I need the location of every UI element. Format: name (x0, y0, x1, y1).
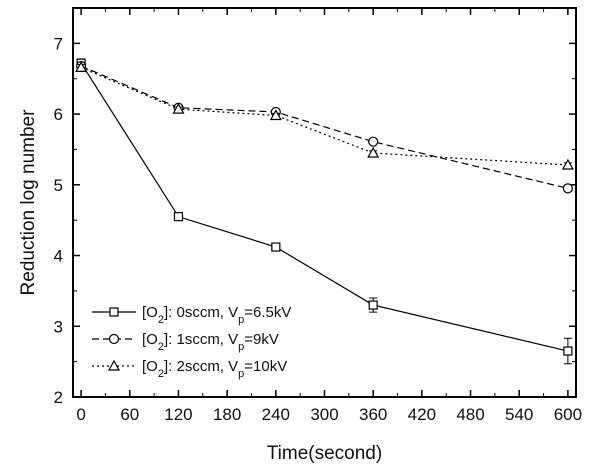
plot-area: 0 60 120 180 240 300 360 420 480 540 600 2 3 4 5 6 7 Time… (18, 7, 582, 464)
x-tick-label: 60 (120, 405, 139, 424)
series-2-line (80, 66, 568, 166)
series-1-point (562, 183, 573, 194)
x-tick-label: 180 (213, 405, 241, 424)
series-2-point (75, 61, 88, 73)
x-tick-label: 240 (262, 405, 290, 424)
legend-subscript: p (238, 341, 244, 353)
y-tick-label: 4 (54, 247, 63, 266)
legend-marker-0 (109, 307, 119, 317)
legend-subscript: 2 (158, 314, 164, 326)
x-tick-label: 360 (359, 405, 387, 424)
x-tick-label: 600 (554, 405, 582, 424)
y-tick-label: 7 (54, 34, 63, 53)
x-axis-title: Time(second) (267, 443, 382, 464)
legend-label-1: [O2]: 1sccm, Vp=9kV (142, 331, 279, 353)
y-tick-label: 5 (54, 176, 63, 195)
legend-subscript: p (238, 314, 244, 326)
series-0-point (368, 300, 378, 310)
legend-subscript: 2 (158, 368, 164, 380)
legend-text-part: ]: 1sccm, V (164, 331, 238, 348)
legend-text-part: =10kV (244, 358, 287, 375)
x-tick-label: 0 (76, 405, 85, 424)
legend-text-part: =6.5kV (244, 304, 291, 321)
y-tick-label: 2 (54, 388, 63, 407)
series-1-point (368, 136, 379, 147)
legend: [O2]: 0sccm, Vp=6.5kV[O2]: 1sccm, Vp=9kV… (92, 304, 291, 380)
series-2-point (172, 102, 185, 114)
series-2-point (269, 109, 282, 121)
series-2-point (561, 158, 574, 170)
series-0-point (563, 346, 573, 356)
legend-label-2: [O2]: 2sccm, Vp=10kV (142, 358, 287, 380)
legend-subscript: 2 (158, 341, 164, 353)
x-tick-label: 480 (456, 405, 484, 424)
legend-text-part: [O (142, 331, 158, 348)
x-tick-label: 420 (408, 405, 436, 424)
series-1-line (80, 65, 569, 189)
series-0-point (271, 242, 281, 252)
y-tick-label: 6 (54, 105, 63, 124)
series-2-point (367, 146, 380, 158)
series-0-point (173, 212, 184, 222)
legend-subscript: p (238, 368, 244, 380)
legend-text-part: [O (142, 358, 158, 375)
x-tick-label: 540 (505, 405, 533, 424)
legend-marker-1 (108, 333, 120, 345)
y-tick-label: 3 (54, 317, 63, 336)
y-axis-title: Reduction log number (18, 109, 39, 296)
legend-label-0: [O2]: 0sccm, Vp=6.5kV (142, 304, 291, 326)
legend-text-part: ]: 0sccm, V (164, 304, 238, 321)
legend-text-part: [O (142, 304, 158, 321)
legend-text-part: ]: 2sccm, V (164, 358, 238, 375)
legend-marker-2 (107, 359, 121, 371)
legend-text-part: =9kV (244, 331, 279, 348)
x-tick-label: 300 (310, 405, 338, 424)
x-tick-label: 120 (164, 405, 192, 424)
